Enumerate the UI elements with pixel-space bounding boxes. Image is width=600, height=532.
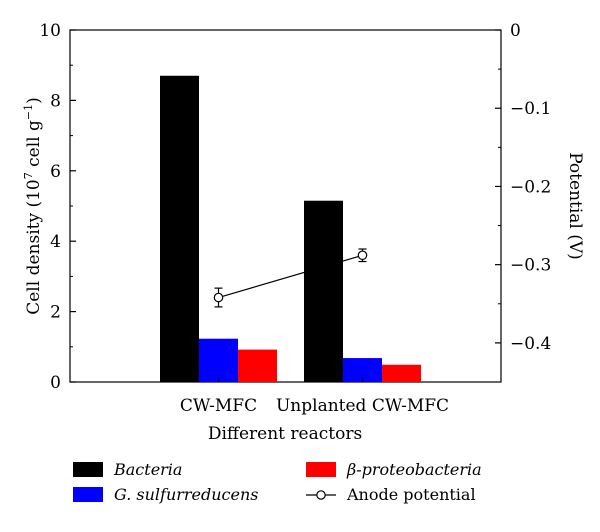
plot-frame [69, 29, 502, 383]
legend-label-anode-potential: Anode potential [346, 485, 476, 504]
x-axis-title: Different reactors [208, 424, 362, 444]
bar-2-1 [382, 364, 421, 382]
legend-marker-anode-potential [316, 490, 326, 500]
right-tick-label-2: −0.2 [510, 177, 551, 197]
legend-swatch-beta-proteobacteria [306, 462, 336, 477]
left-tick-label-2: 4 [50, 232, 61, 252]
left-tick-label-1: 2 [50, 303, 61, 323]
x-axis-ticks: CW-MFC Unplanted CW-MFC [180, 377, 449, 416]
bar-1-1 [343, 358, 382, 382]
y-axis-title: Cell density (107 cell g−1) [22, 97, 44, 315]
right-tick-label-1: −0.1 [510, 99, 551, 119]
anode-potential-line [218, 254, 363, 299]
right-tick-label-3: −0.3 [510, 256, 551, 276]
right-tick-label-0: 0 [510, 21, 521, 41]
legend-swatch-bacteria [73, 462, 103, 477]
bar-0-0 [160, 75, 199, 382]
x-tick-label-0: CW-MFC [180, 396, 257, 416]
bar-0-1 [304, 200, 343, 382]
bar-2-0 [238, 349, 277, 382]
left-tick-label-0: 0 [50, 373, 61, 393]
anode-potential-point-1 [357, 250, 368, 261]
left-tick-label-5: 10 [39, 21, 61, 41]
left-tick-label-3: 6 [50, 162, 61, 182]
right-axis-ticks: 0 −0.1 −0.2 −0.3 −0.4 [495, 21, 551, 383]
legend-swatch-g-sulfurreducens [73, 487, 103, 502]
bars-layer [160, 75, 421, 382]
x-tick-label-1: Unplanted CW-MFC [276, 396, 449, 416]
legend-label-g-sulfurreducens: G. sulfurreducens [114, 485, 259, 504]
right-tick-label-4: −0.4 [510, 334, 551, 354]
left-tick-label-4: 8 [50, 91, 61, 111]
legend-label-bacteria: Bacteria [113, 460, 182, 479]
legend: Bacteria G. sulfurreducens β-proteobacte… [73, 460, 482, 504]
y2-axis-title: Potential (V) [565, 152, 585, 260]
legend-label-beta-proteobacteria: β-proteobacteria [346, 460, 482, 479]
anode-potential-point-0 [213, 292, 224, 303]
line-layer [213, 248, 368, 308]
bar-1-0 [199, 338, 238, 382]
left-axis-ticks: 0 2 4 6 8 10 [39, 21, 76, 393]
